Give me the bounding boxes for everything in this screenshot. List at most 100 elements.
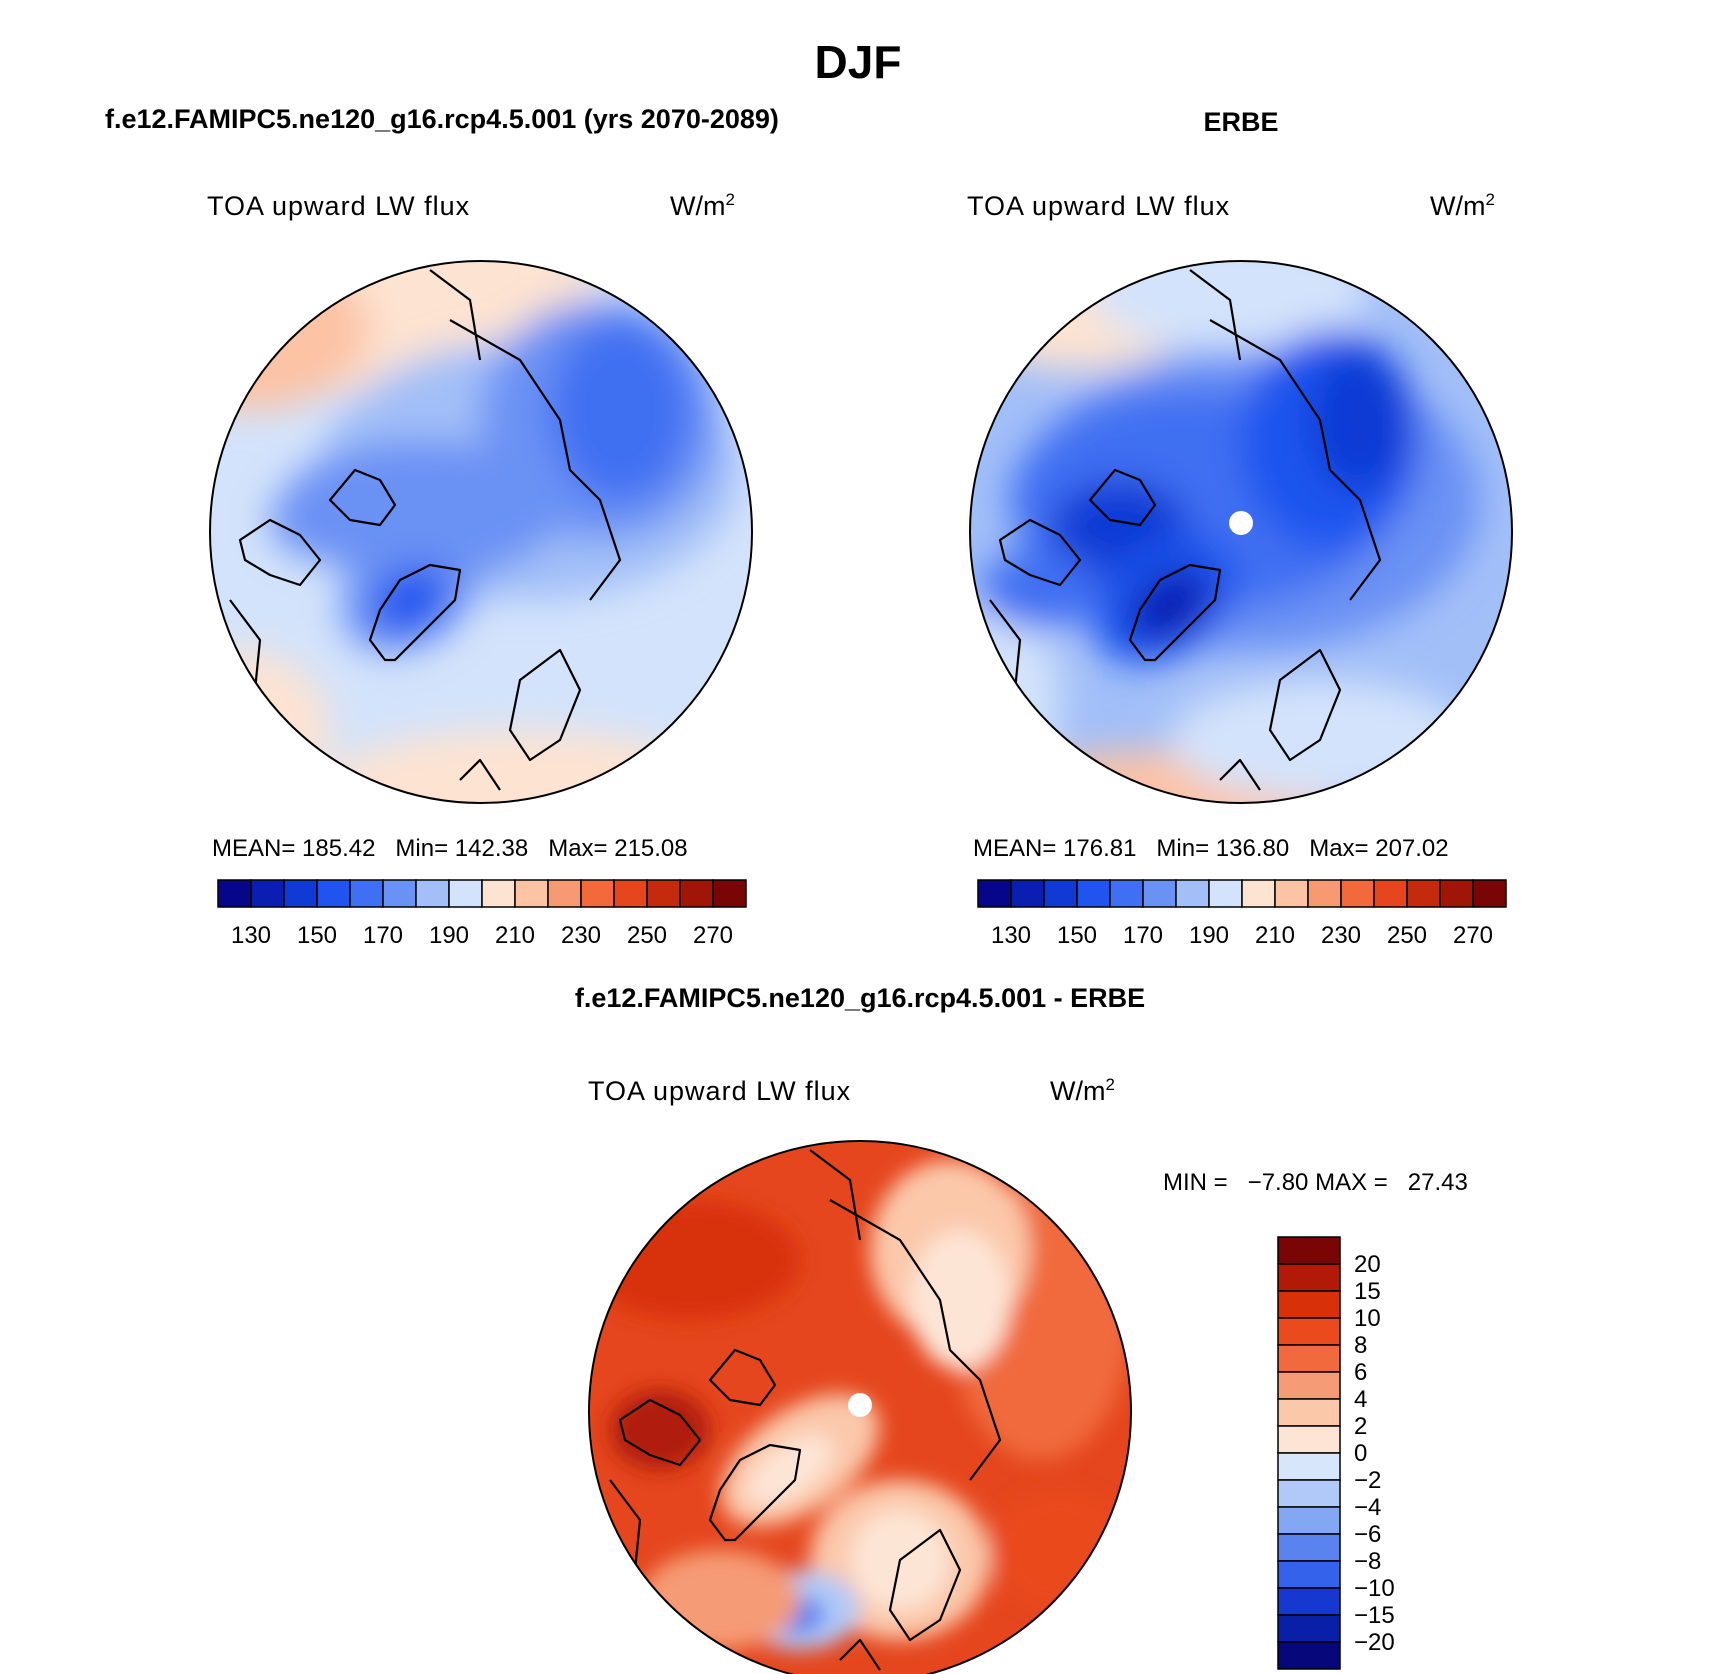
panel-a-units: W/m2 — [670, 190, 735, 221]
panel-a-colorbar-tick-label: 210 — [495, 922, 535, 949]
panel-c-colorbar-swatch-9 — [1277, 1479, 1341, 1508]
panel-c-variable: TOA upward LW flux — [588, 1076, 851, 1106]
panel-b-variable: TOA upward LW flux — [967, 191, 1230, 221]
panel-b-stats: MEAN= 176.81 Min= 136.80 Max= 207.02 — [973, 835, 1449, 862]
panel-c-colorbar-swatch-8 — [1277, 1452, 1341, 1481]
panel-a-colorbar-swatch-3 — [316, 879, 351, 908]
panel-a-colorbar-tick-label: 230 — [561, 922, 601, 949]
panel-a-map-border — [209, 260, 753, 804]
panel-c-colorbar-swatch-13 — [1277, 1587, 1341, 1616]
panel-b-colorbar-tick-label: 230 — [1321, 922, 1361, 949]
panel-a-colorbar-swatch-5 — [382, 879, 417, 908]
panel-c-map-border — [588, 1140, 1132, 1674]
panel-b-colorbar-tick-label: 190 — [1189, 922, 1229, 949]
panel-a-colorbar-swatch-2 — [283, 879, 318, 908]
panel-c-colorbar-swatch-1 — [1277, 1263, 1341, 1292]
panel-c-colorbar-tick-label: −8 — [1354, 1548, 1381, 1575]
panel-a-colorbar-tick-label: 130 — [231, 922, 271, 949]
panel-a-colorbar-swatch-12 — [613, 879, 648, 908]
panel-c-colorbar-tick-label: 20 — [1354, 1251, 1381, 1278]
panel-b-colorbar-swatch-4 — [1109, 879, 1144, 908]
panel-b-colorbar-swatch-8 — [1241, 879, 1276, 908]
panel-a-colorbar-swatch-14 — [679, 879, 714, 908]
panel-c-colorbar-tick-label: 10 — [1354, 1305, 1381, 1332]
panel-c-colorbar-tick-label: −4 — [1354, 1494, 1381, 1521]
panel-c-colorbar-tick-label: 8 — [1354, 1332, 1367, 1359]
panel-b-colorbar-swatch-10 — [1307, 879, 1342, 908]
panel-c-colorbar-swatch-14 — [1277, 1614, 1341, 1643]
figure-title: DJF — [815, 36, 902, 88]
panel-c-colorbar-swatch-7 — [1277, 1425, 1341, 1454]
panel-a-map — [210, 261, 752, 803]
panel-b-colorbar-swatch-11 — [1340, 879, 1375, 908]
panel-b-colorbar-swatch-0 — [977, 879, 1012, 908]
panel-c-colorbar-swatch-2 — [1277, 1290, 1341, 1319]
panel-b-colorbar-swatch-1 — [1010, 879, 1045, 908]
panel-a-colorbar-swatch-9 — [514, 879, 549, 908]
panel-c-colorbar-swatch-11 — [1277, 1533, 1341, 1562]
panel-a-colorbar-swatch-4 — [349, 879, 384, 908]
panel-a-colorbar-swatch-11 — [580, 879, 615, 908]
panel-a-colorbar-swatch-13 — [646, 879, 681, 908]
panel-c-colorbar-tick-label: 6 — [1354, 1359, 1367, 1386]
panel-a-coastlines — [229, 269, 622, 791]
panel-b-colorbar-swatch-2 — [1043, 879, 1078, 908]
panel-b-colorbar-swatch-15 — [1472, 879, 1507, 908]
panel-c-colorbar-tick-label: 0 — [1354, 1440, 1367, 1467]
panel-c-colorbar-tick-label: 4 — [1354, 1386, 1367, 1413]
panel-b-title: ERBE — [1203, 107, 1278, 137]
panel-b-colorbar-tick-label: 210 — [1255, 922, 1295, 949]
panel-c-colorbar-swatch-5 — [1277, 1371, 1341, 1400]
panel-a-title: f.e12.FAMIPC5.ne120_g16.rcp4.5.001 (yrs … — [105, 104, 779, 134]
panel-b-map-border — [969, 260, 1513, 804]
panel-b-colorbar-tick-label: 170 — [1123, 922, 1163, 949]
panel-b-colorbar-tick-label: 150 — [1057, 922, 1097, 949]
panel-a-variable: TOA upward LW flux — [207, 191, 470, 221]
panel-b-colorbar-tick-label: 130 — [991, 922, 1031, 949]
panel-a-colorbar-swatch-1 — [250, 879, 285, 908]
panel-c-coastlines — [609, 1149, 1002, 1671]
panel-c-colorbar-tick-label: −2 — [1354, 1467, 1381, 1494]
panel-b-units: W/m2 — [1430, 190, 1495, 221]
panel-b-colorbar-tick-label: 250 — [1387, 922, 1427, 949]
panel-a-colorbar-tick-label: 190 — [429, 922, 469, 949]
panel-b-colorbar-swatch-12 — [1373, 879, 1408, 908]
panel-a-colorbar-swatch-0 — [217, 879, 252, 908]
panel-a-stats: MEAN= 185.42 Min= 142.38 Max= 215.08 — [212, 835, 688, 862]
panel-a-colorbar-swatch-8 — [481, 879, 516, 908]
panel-c-colorbar-swatch-10 — [1277, 1506, 1341, 1535]
panel-c-colorbar-swatch-12 — [1277, 1560, 1341, 1589]
panel-c: TOA upward LW flux W/m2 — [588, 1075, 1468, 1674]
panel-a-colorbar-swatch-10 — [547, 879, 582, 908]
panel-c-colorbar-swatch-4 — [1277, 1344, 1341, 1373]
panel-c-title: f.e12.FAMIPC5.ne120_g16.rcp4.5.001 - ERB… — [575, 983, 1145, 1013]
panel-a-colorbar-swatch-7 — [448, 879, 483, 908]
panel-b-colorbar-swatch-9 — [1274, 879, 1309, 908]
panel-a-colorbar-swatch-6 — [415, 879, 450, 908]
panel-b: TOA upward LW flux W/m2 — [967, 190, 1513, 949]
panel-b-colorbar-swatch-6 — [1175, 879, 1210, 908]
panel-c-colorbar-swatch-6 — [1277, 1398, 1341, 1427]
panel-b-colorbar-tick-label: 270 — [1453, 922, 1493, 949]
panel-b-colorbar: 130 150 170 190 210 230 250 270 — [977, 879, 1507, 949]
panel-c-map — [589, 1141, 1131, 1674]
panel-c-colorbar-swatch-15 — [1277, 1641, 1341, 1670]
panel-c-stats: MIN = −7.80 MAX = 27.43 — [1163, 1169, 1468, 1196]
panel-b-colorbar-swatch-7 — [1208, 879, 1243, 908]
panel-c-colorbar-tick-label: −10 — [1354, 1575, 1395, 1602]
panel-c-colorbar-tick-label: 15 — [1354, 1278, 1381, 1305]
panel-c-colorbar-swatch-3 — [1277, 1317, 1341, 1346]
panel-a-colorbar-tick-label: 250 — [627, 922, 667, 949]
panel-c-units: W/m2 — [1050, 1075, 1115, 1106]
panel-a-colorbar-tick-label: 150 — [297, 922, 337, 949]
panel-b-colorbar-swatch-14 — [1439, 879, 1474, 908]
panel-c-colorbar-tick-label: 2 — [1354, 1413, 1367, 1440]
panel-a-colorbar-tick-label: 270 — [693, 922, 733, 949]
panel-b-colorbar-swatch-5 — [1142, 879, 1177, 908]
panel-c-colorbar-tick-label: −6 — [1354, 1521, 1381, 1548]
panel-b-colorbar-swatch-3 — [1076, 879, 1111, 908]
panel-a: TOA upward LW flux W/m2 — [207, 190, 753, 949]
panel-b-coastlines — [989, 269, 1382, 791]
